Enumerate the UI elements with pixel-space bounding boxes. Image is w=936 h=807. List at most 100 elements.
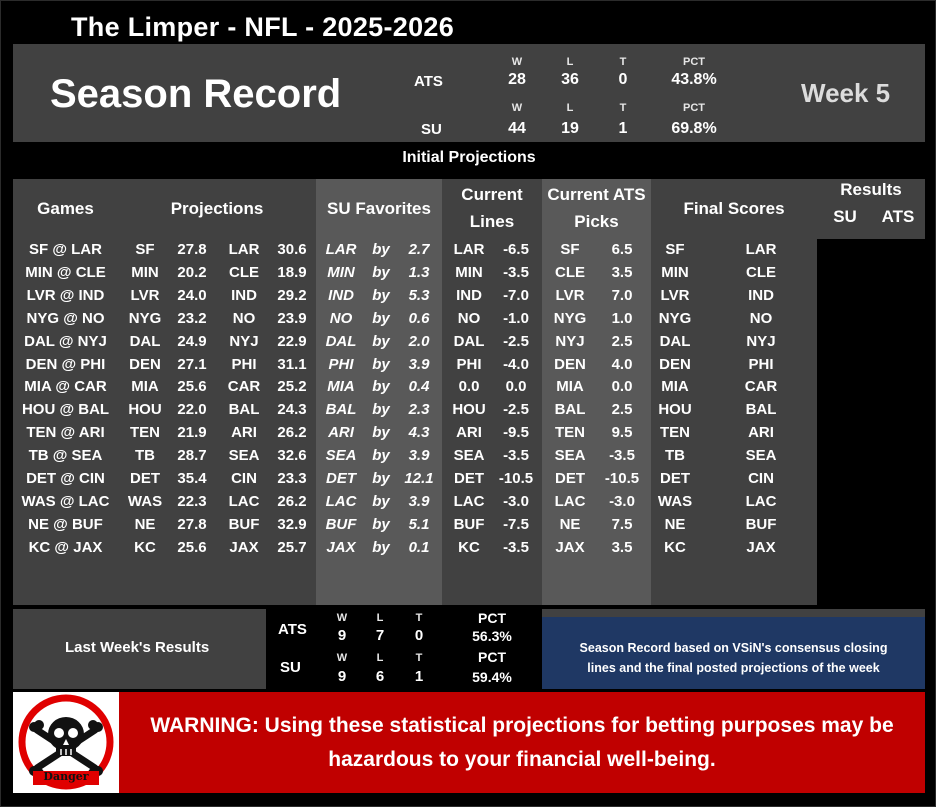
ats-picks-column [542,179,651,605]
ats-pick-value: 3.5 [611,263,633,281]
su-favorites-column [316,179,442,605]
warning-banner: Danger WARNING: Using these statistical … [13,692,925,793]
proj-home-team: BAL [228,401,260,419]
ats-pick-team: DET [555,470,585,487]
proj-away-team: WAS [127,492,163,510]
header-ats-picks-1: Current ATS [547,185,646,204]
su-favorite-team: BAL [325,401,357,419]
su-favorite-margin: 3.9 [408,447,430,465]
season-record-header: Season Record ATS W L T PCT 28 36 0 43.8… [13,44,925,142]
last-week-row: Last Week's Results ATS W L T PCT 9 7 0 … [13,609,925,689]
su-favorite-team: MIN [327,263,355,281]
game-matchup: DAL @ NYJ [24,332,107,350]
final-away-team: HOU [658,401,692,419]
season-su-t: 1 [618,120,628,137]
su-favorite-margin: 2.0 [408,332,430,350]
line-value: -9.5 [503,424,529,442]
su-favorite-by: by [372,286,390,304]
game-matchup: NE @ BUF [28,515,103,533]
proj-home-team: CLE [229,263,259,281]
game-matchup: MIN @ CLE [25,263,106,281]
week-label: Week 5 [801,78,891,108]
line-team: HOU [452,401,486,419]
proj-away-team: SF [135,241,155,258]
line-value: -2.5 [503,332,529,350]
season-ats-w: 28 [508,71,526,88]
season-ats-w-head: W [511,56,523,68]
proj-home-team: JAX [229,538,259,556]
su-favorite-by: by [372,309,390,327]
su-favorite-team: MIA [327,378,355,396]
proj-away-score: 25.6 [177,378,207,396]
season-record-title: Season Record [50,72,342,116]
su-favorite-by: by [372,447,390,465]
header-current-lines-1: Current [461,185,523,204]
proj-home-score: 22.9 [277,332,307,350]
last-week-ats-pct-head: PCT [478,610,506,626]
proj-home-team: IND [231,286,257,304]
last-week-su-w: 9 [337,668,347,685]
su-favorite-by: by [372,492,390,510]
su-favorite-team: ARI [328,424,354,442]
final-away-team: MIN [661,263,689,281]
final-away-team: KC [664,538,686,556]
header-results-ats: ATS [881,207,915,226]
line-value: -3.0 [503,492,529,510]
line-value: -3.5 [503,447,529,465]
su-favorite-margin: 5.3 [408,286,430,304]
line-team: PHI [456,355,482,373]
su-favorite-margin: 4.3 [408,424,430,442]
final-away-team: TEN [660,424,690,442]
final-home-team: SEA [745,447,777,465]
ats-pick-team: SF [560,241,580,258]
projections-table: Games Projections SU Favorites Current L… [13,179,925,605]
last-week-su-pct: 59.4% [472,669,512,685]
proj-home-team: NO [232,309,256,327]
proj-home-team: ARI [231,424,257,442]
season-su-l-head: L [566,102,574,114]
su-favorite-margin: 5.1 [408,515,430,533]
header-games: Games [37,199,94,218]
ats-pick-team: DEN [554,355,586,373]
skull-crossbones-icon [18,694,114,790]
game-matchup: TEN @ ARI [26,424,105,442]
final-away-team: TB [665,447,685,465]
line-value: -4.0 [503,355,529,373]
proj-home-team: LAC [228,492,260,510]
su-favorite-team: SEA [325,447,357,465]
warning-line-1: WARNING: Using these statistical project… [150,714,894,737]
ats-pick-value: 4.0 [611,355,633,373]
ats-pick-team: MIA [556,378,584,396]
proj-home-score: 23.9 [277,309,307,327]
ats-pick-value: 0.0 [611,378,633,396]
last-week-su-l: 6 [375,668,385,685]
line-team: LAC [453,492,485,510]
proj-home-score: 25.2 [277,378,307,396]
su-favorite-team: BUF [325,515,357,533]
header-current-lines-2: Lines [469,212,515,231]
ats-pick-value: 9.5 [611,424,633,442]
ats-pick-value: 2.5 [611,332,633,350]
final-away-team: DAL [659,332,691,350]
line-value: -10.5 [498,470,534,487]
final-home-team: BAL [745,401,777,419]
note-line-1: Season Record based on VSiN's consensus … [579,641,888,655]
proj-home-score: 23.3 [277,470,307,487]
season-record-note: Season Record based on VSiN's consensus … [542,617,925,689]
current-lines-column [442,179,542,605]
ats-pick-value: 7.0 [611,286,633,304]
game-matchup: SF @ LAR [29,241,102,258]
proj-home-team: NYJ [229,332,259,350]
line-value: -7.0 [503,286,529,304]
su-favorite-by: by [372,538,390,556]
final-away-team: SF [665,241,685,258]
proj-away-team: LVR [130,286,160,304]
last-week-su-t: 1 [414,668,424,685]
warning-line-2: hazardous to your financial well-being. [328,748,716,771]
line-team: KC [458,538,480,556]
proj-home-team: CIN [231,470,257,487]
proj-away-team: DAL [129,332,161,350]
final-away-team: WAS [657,492,693,510]
proj-away-score: 28.7 [177,447,207,465]
last-week-record-box: ATS W L T PCT 9 7 0 56.3% SU W L T PCT 9… [266,609,542,689]
